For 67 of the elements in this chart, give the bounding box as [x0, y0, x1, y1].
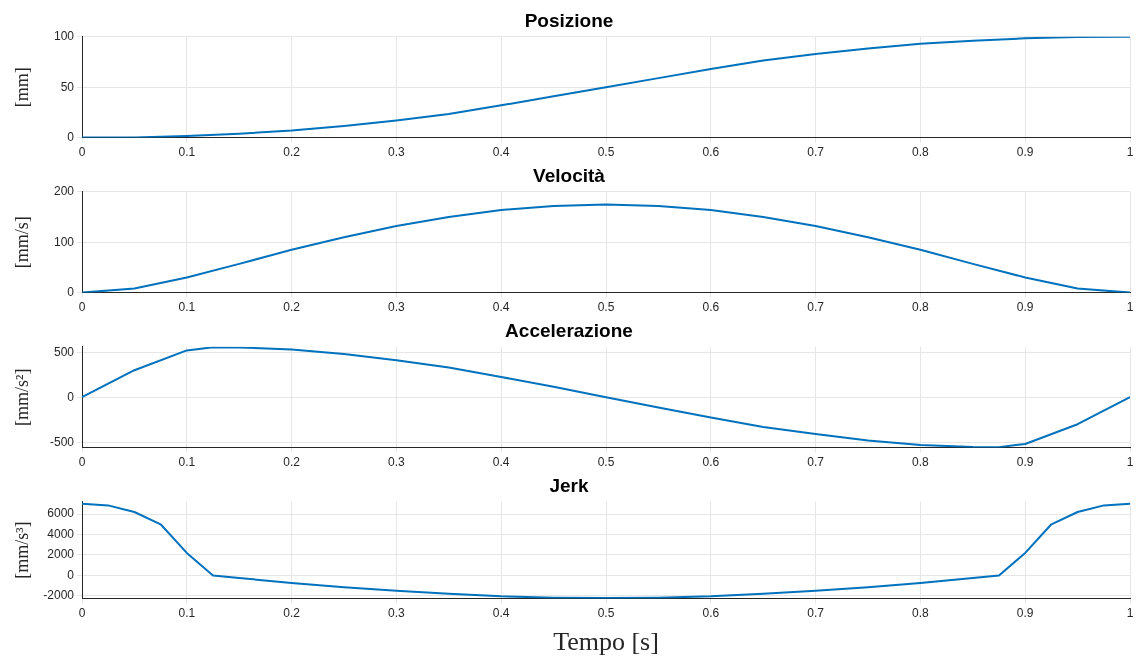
y-tick-label: 50 [60, 79, 75, 94]
y-tick-label: -2000 [43, 588, 75, 603]
y-tick-label: 0 [67, 567, 75, 582]
x-tick-label: 0.3 [388, 605, 406, 620]
x-tick-label: 0.3 [388, 145, 406, 160]
x-tick-label: 0.1 [178, 145, 196, 160]
x-tick-label: 0.3 [388, 300, 406, 315]
y-axis-title: [mm/s] [11, 216, 32, 269]
x-tick-label: 0.9 [1016, 300, 1034, 315]
y-axis-title: [mm/s³] [11, 521, 32, 579]
y-axis-title: [mm/s²] [11, 368, 32, 426]
x-tick-label: 0.8 [912, 455, 930, 470]
x-tick-label: 0.1 [178, 455, 196, 470]
x-tick-label: 0.2 [283, 300, 301, 315]
y-tick-label: 100 [53, 29, 75, 44]
chart-title: Jerk [549, 474, 589, 496]
x-tick-label: 0.9 [1016, 145, 1034, 160]
x-tick-label: 0.5 [597, 455, 615, 470]
x-tick-label: 0 [78, 300, 86, 315]
x-tick-label: 0.6 [702, 145, 720, 160]
y-tick-label: 0 [67, 129, 75, 144]
y-tick-label: 200 [53, 184, 75, 199]
x-tick-label: 0.2 [283, 145, 301, 160]
x-tick-label: 0.3 [388, 455, 406, 470]
x-tick-label: 0 [78, 605, 86, 620]
x-tick-label: 0.5 [597, 300, 615, 315]
x-tick-label: 0.7 [807, 300, 825, 315]
y-tick-label: 0 [67, 284, 75, 299]
x-axis-title: Tempo [s] [553, 627, 659, 657]
x-tick-label: 0.7 [807, 605, 825, 620]
x-tick-label: 0.7 [807, 455, 825, 470]
x-tick-label: 0.4 [492, 145, 510, 160]
x-tick-label: 0.9 [1016, 605, 1034, 620]
x-tick-label: 1 [1126, 455, 1134, 470]
x-tick-label: 0.2 [283, 455, 301, 470]
x-tick-label: 0.8 [912, 145, 930, 160]
x-tick-label: 0.4 [492, 300, 510, 315]
x-tick-label: 0.7 [807, 145, 825, 160]
y-tick-label: -500 [49, 434, 75, 449]
x-tick-label: 0 [78, 455, 86, 470]
y-tick-label: 4000 [47, 526, 75, 541]
x-tick-label: 0.1 [178, 300, 196, 315]
x-tick-label: 0.6 [702, 455, 720, 470]
x-tick-label: 0.2 [283, 605, 301, 620]
x-tick-label: 0 [78, 145, 86, 160]
chart-title: Posizione [524, 9, 614, 31]
x-tick-label: 0.5 [597, 605, 615, 620]
chart-title: Accelerazione [505, 319, 633, 341]
x-tick-label: 0.5 [597, 145, 615, 160]
x-tick-label: 0.4 [492, 605, 510, 620]
x-tick-label: 1 [1126, 145, 1134, 160]
x-tick-label: 1 [1126, 605, 1134, 620]
y-tick-label: 2000 [47, 547, 75, 562]
x-tick-label: 0.6 [702, 300, 720, 315]
y-axis-title: [mm] [11, 67, 32, 108]
y-tick-label: 6000 [47, 506, 75, 521]
x-tick-label: 0.1 [178, 605, 196, 620]
y-tick-label: 500 [53, 344, 75, 359]
x-tick-label: 0.9 [1016, 455, 1034, 470]
x-tick-label: 0.8 [912, 300, 930, 315]
x-tick-label: 0.4 [492, 455, 510, 470]
chart-title: Velocità [533, 164, 606, 186]
x-tick-label: 0.6 [702, 605, 720, 620]
x-tick-label: 0.8 [912, 605, 930, 620]
y-tick-label: 0 [67, 389, 75, 404]
y-tick-label: 100 [53, 234, 75, 249]
x-tick-label: 1 [1126, 300, 1134, 315]
